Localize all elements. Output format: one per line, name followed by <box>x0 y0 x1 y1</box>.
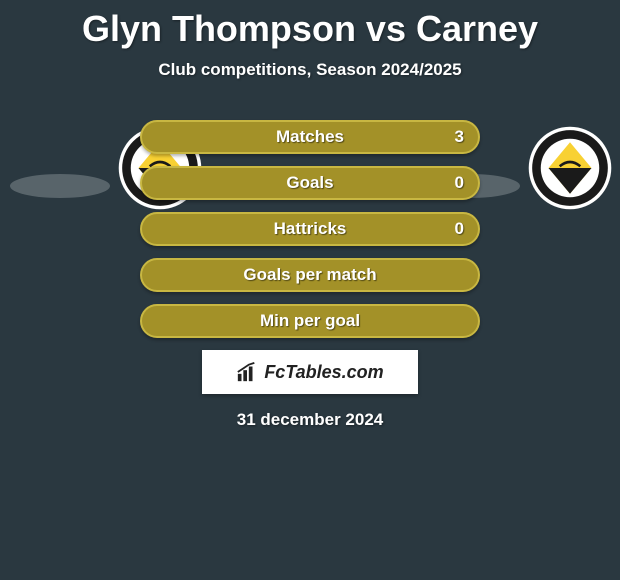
stat-row-hattricks: Hattricks 0 <box>140 212 480 246</box>
stat-label: Hattricks <box>142 214 478 244</box>
stat-label: Goals <box>142 168 478 198</box>
stat-label: Matches <box>142 122 478 152</box>
stat-row-matches: Matches 3 <box>140 120 480 154</box>
brand-box: FcTables.com <box>202 350 418 394</box>
comparison-subtitle: Club competitions, Season 2024/2025 <box>0 60 620 80</box>
stat-label: Min per goal <box>142 306 478 336</box>
stat-right-value: 0 <box>455 214 464 244</box>
footer-date: 31 december 2024 <box>0 410 620 430</box>
stat-right-value: 0 <box>455 168 464 198</box>
stat-right-value: 3 <box>455 122 464 152</box>
player-silhouette-left <box>7 161 113 211</box>
chart-icon <box>236 361 258 383</box>
stat-row-min-per-goal: Min per goal <box>140 304 480 338</box>
brand-text: FcTables.com <box>264 362 383 383</box>
stats-container: Matches 3 Goals 0 Hattricks 0 Goals per … <box>140 120 480 338</box>
stat-row-goals-per-match: Goals per match <box>140 258 480 292</box>
stat-row-goals: Goals 0 <box>140 166 480 200</box>
comparison-title: Glyn Thompson vs Carney <box>0 0 620 50</box>
stat-label: Goals per match <box>142 260 478 290</box>
club-badge-right <box>527 125 613 211</box>
